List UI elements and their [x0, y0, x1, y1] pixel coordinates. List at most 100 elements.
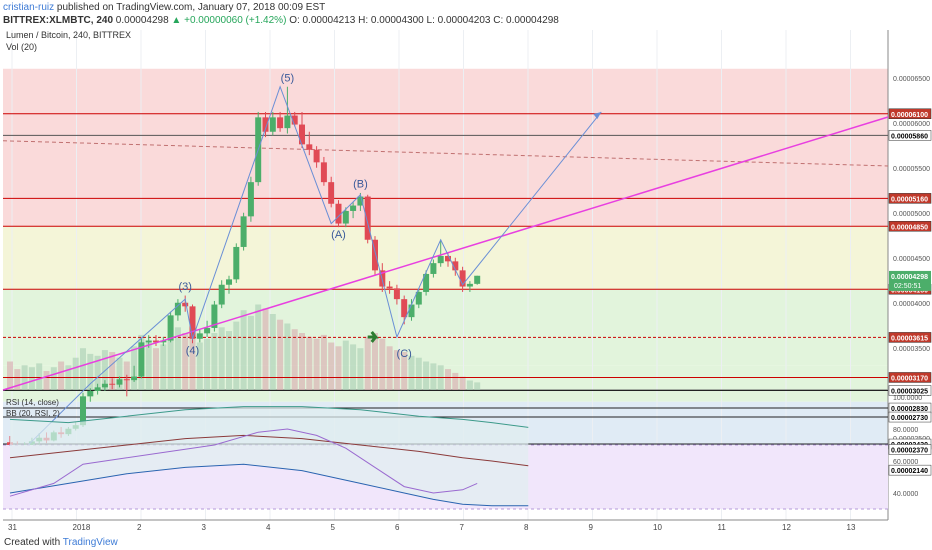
level-price-tag [888, 193, 932, 204]
candle-body [247, 182, 254, 217]
time-tick: 7 [460, 523, 465, 532]
time-tick: 11 [718, 523, 727, 532]
candle-body [437, 255, 444, 264]
candle-body [153, 340, 159, 343]
candle-body [313, 149, 320, 163]
footer: Created with TradingView [0, 534, 932, 550]
volume-bar [14, 369, 21, 390]
volume-bar [189, 334, 196, 390]
level-price-label: 0.00003170 [891, 375, 928, 382]
candle-body [357, 196, 364, 206]
time-tick: 6 [395, 523, 400, 532]
wave-label: (B) [353, 179, 368, 191]
tradingview-logo[interactable]: TradingView [62, 537, 118, 548]
candle-body [328, 182, 335, 204]
price-change: ▲ +0.00000060 (+1.42%) [171, 15, 287, 26]
level-price-label: 0.00003025 [891, 389, 928, 396]
volume-bar [7, 361, 13, 390]
candle-body [211, 304, 218, 328]
volume-bar [43, 371, 50, 390]
candle-body [87, 390, 94, 397]
time-tick: 2 [137, 523, 142, 532]
wave-label: (A) [331, 229, 346, 241]
level-price-label: 0.00005160 [891, 196, 928, 203]
time-tick: 2018 [73, 523, 91, 532]
volume-bar [393, 350, 400, 390]
volume-bar [101, 350, 108, 390]
time-tick: 5 [331, 523, 336, 532]
volume-bar [474, 382, 481, 390]
candle-body [415, 291, 422, 305]
volume-bar [452, 372, 459, 390]
candle-body [160, 340, 167, 343]
candle-body [182, 302, 189, 307]
projection-arrowhead [593, 111, 602, 119]
volume-bar [328, 342, 335, 390]
candle-body [306, 144, 313, 150]
level-price-label: 0.00005860 [891, 133, 928, 140]
candle-body [233, 246, 240, 280]
volume-bar [218, 327, 225, 390]
ohlc-values: O: 0.00004213 H: 0.00004300 L: 0.0000420… [289, 15, 559, 26]
last-price-label: 0.00004298 [891, 274, 928, 281]
level-price-label: 0.00006100 [891, 112, 928, 119]
volume-bar [364, 336, 371, 390]
candle-body [364, 196, 371, 240]
level-price-tag [888, 130, 932, 141]
volume-bar [255, 304, 262, 390]
candle-body [284, 115, 291, 129]
volume-bar [299, 333, 305, 390]
wave-label: (4) [186, 345, 199, 357]
candle-body [240, 216, 247, 247]
volume-bar [423, 361, 430, 390]
volume-bar [109, 352, 116, 390]
candle-body [262, 117, 269, 132]
volume-bar [50, 367, 57, 390]
level-price-label: 0.00003615 [891, 335, 928, 342]
candle-body [269, 117, 276, 132]
volume-bar [466, 380, 473, 390]
candle-body [123, 379, 130, 381]
candle-body [80, 396, 86, 426]
candle-body [204, 327, 211, 334]
price-tick: 0.00004500 [893, 256, 930, 263]
level-price-tag [888, 444, 932, 455]
volume-bar [196, 342, 203, 390]
time-tick: 10 [653, 523, 662, 532]
volume-bar [277, 319, 284, 390]
candle-body [138, 342, 145, 377]
volume-bar [182, 333, 189, 390]
support-trendline [2, 116, 889, 391]
bb-fill [10, 406, 529, 506]
elliott-wave-path [9, 85, 602, 464]
volume-bar [350, 344, 357, 390]
candle-body [196, 333, 203, 339]
volume-bar [28, 367, 35, 390]
level-price-label: 0.00002370 [891, 447, 928, 454]
bb-middle-line [9, 434, 529, 467]
volume-bar [415, 357, 422, 390]
candle-body [386, 286, 393, 289]
candle-body [459, 270, 466, 287]
rsi-tick: 60.0000 [893, 459, 918, 466]
volume-bar [401, 352, 408, 390]
candle-body [101, 383, 108, 388]
candle-body [452, 261, 459, 271]
level-price-tag [888, 464, 932, 476]
rsi-line [9, 428, 478, 497]
rsi-tick: 80.0000 [893, 427, 918, 434]
level-price-tag [888, 385, 932, 396]
candle-body [372, 239, 378, 271]
volume-bar [379, 338, 386, 390]
candle-body [226, 279, 232, 285]
bb-upper-line [9, 406, 529, 428]
volume-bar [80, 348, 86, 390]
author-link[interactable]: cristian-ruiz [3, 2, 55, 13]
level-price-tag [888, 108, 932, 119]
volume-bar [284, 323, 291, 390]
level-price-tag [888, 332, 932, 343]
volume-bar [306, 336, 313, 390]
volume-bar [116, 357, 123, 390]
volume-bar [226, 331, 232, 390]
